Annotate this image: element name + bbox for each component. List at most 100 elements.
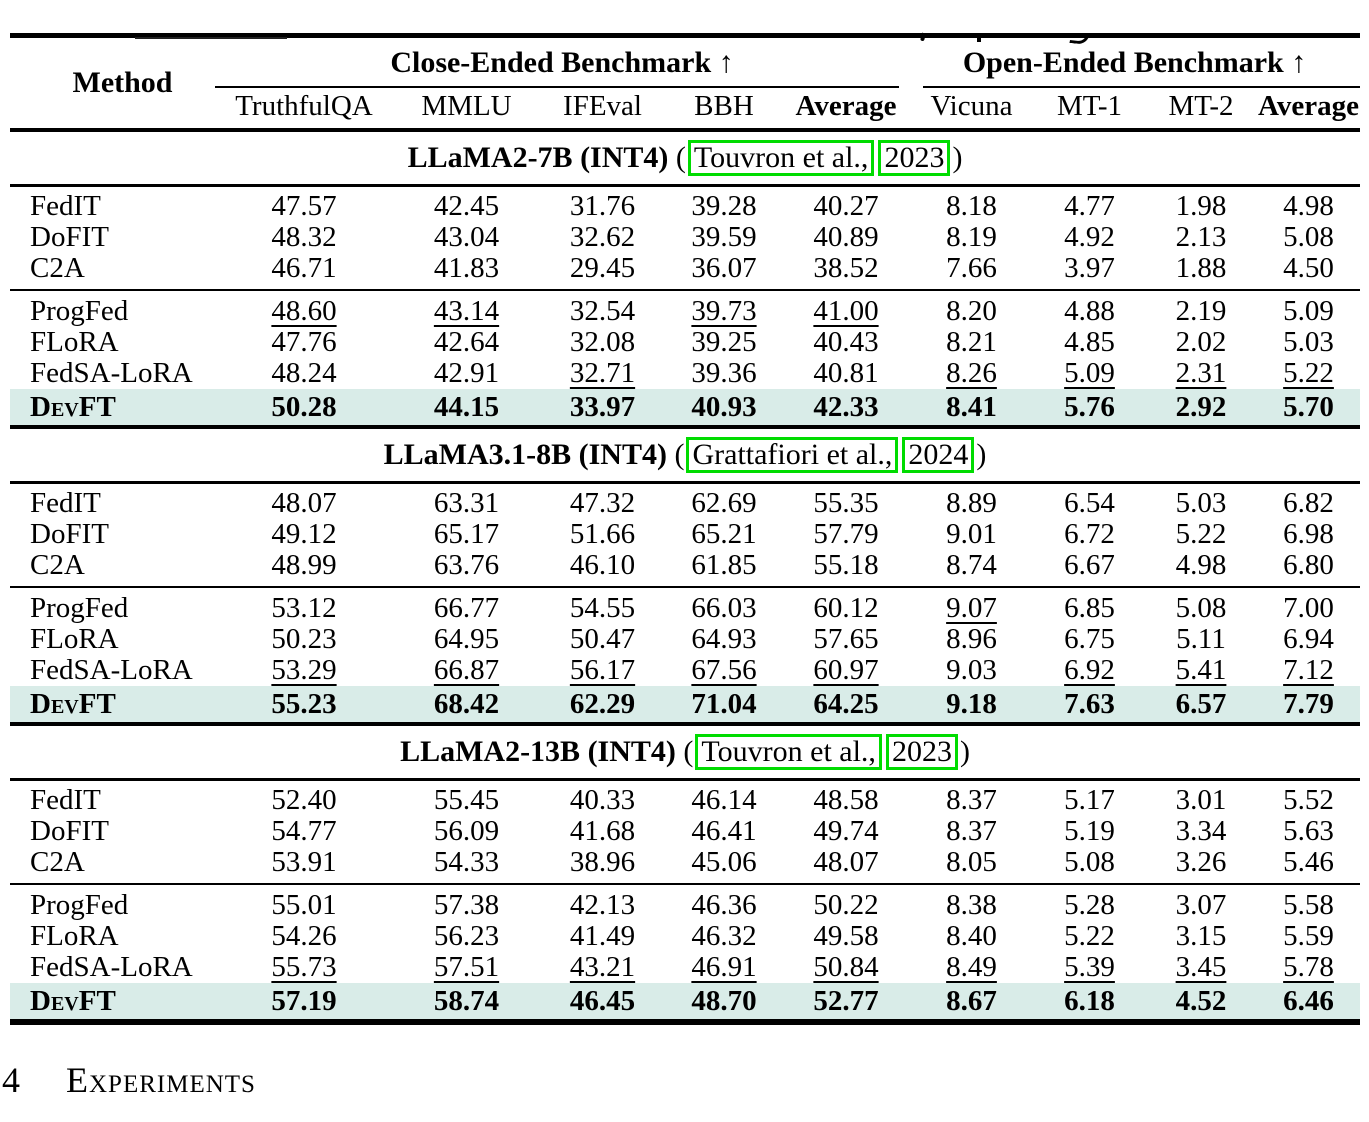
- value-text: 32.71: [569, 357, 636, 389]
- value-text: 32.54: [569, 295, 636, 327]
- method-cell: FedIT: [30, 487, 101, 519]
- value-cell: 8.41: [909, 389, 1034, 427]
- value-text: 41.49: [569, 920, 636, 952]
- value-text: 39.25: [691, 326, 757, 358]
- value-cell: 5.09: [1034, 358, 1145, 389]
- value-cell: 50.23: [215, 624, 393, 655]
- value-text: 4.77: [1064, 190, 1115, 222]
- value-cell: 33.97: [540, 389, 665, 427]
- value-cell: 62.69: [665, 483, 783, 520]
- method-cell: FLoRA: [30, 326, 119, 358]
- method-cell: C2A: [30, 549, 85, 581]
- table-header-group-row: Method Close-Ended Benchmark ↑ Open-Ende…: [10, 36, 1361, 99]
- value-cell: 50.47: [540, 624, 665, 655]
- value-text: 62.69: [691, 487, 757, 519]
- value-text: 5.08: [1175, 592, 1227, 624]
- value-cell: 45.06: [665, 847, 783, 884]
- value-cell: 38.96: [540, 847, 665, 884]
- citation-link-authors[interactable]: Touvron et al.,: [687, 139, 875, 177]
- value-text: 5.58: [1283, 889, 1334, 921]
- value-text: 5.09: [1064, 357, 1115, 389]
- model-name: LLaMA2-13B (INT4): [400, 734, 676, 768]
- col-header-bbh: BBH: [665, 88, 783, 132]
- value-text: 4.92: [1064, 221, 1115, 253]
- section-title-text: Experiments: [66, 1060, 256, 1100]
- value-cell: 42.45: [393, 186, 540, 223]
- value-text: 58.74: [433, 984, 500, 1017]
- value-text: 38.52: [813, 252, 879, 284]
- value-text: 71.04: [691, 687, 757, 720]
- value-cell: 6.92: [1034, 655, 1145, 686]
- value-text: 6.92: [1064, 654, 1115, 686]
- value-cell: 5.08: [1034, 847, 1145, 884]
- value-text: 60.12: [813, 592, 879, 624]
- col-header-average: Average: [1257, 88, 1361, 132]
- col-header-mt-1: MT-1: [1034, 88, 1145, 132]
- value-text: 6.94: [1283, 623, 1334, 655]
- value-cell: 53.12: [215, 586, 393, 624]
- value-text: 56.17: [569, 654, 636, 686]
- value-cell: 66.77: [393, 586, 540, 624]
- value-text: 39.36: [691, 357, 757, 389]
- value-text: 48.24: [271, 357, 337, 389]
- value-text: 29.45: [569, 252, 636, 284]
- value-cell: 48.58: [783, 780, 909, 817]
- value-cell: 4.50: [1257, 253, 1360, 290]
- table-row-fedit: FedIT 52.40 55.45 40.33 46.14 48.58 8.37 5.17 3.…: [10, 780, 1360, 817]
- value-cell: 46.10: [540, 550, 665, 587]
- value-cell: 9.01: [909, 519, 1034, 550]
- value-cell: 66.87: [393, 655, 540, 686]
- value-cell: 3.01: [1145, 780, 1257, 817]
- value-cell: 29.45: [540, 253, 665, 290]
- value-text: 42.45: [433, 190, 500, 222]
- value-text: 40.43: [813, 326, 879, 358]
- method-cell: FLoRA: [30, 920, 119, 952]
- value-text: 48.07: [271, 487, 337, 519]
- value-text: 5.52: [1283, 784, 1334, 816]
- method-cell: DevFT: [10, 686, 215, 724]
- value-text: 55.35: [813, 487, 879, 519]
- method-cell: C2A: [30, 252, 85, 284]
- value-cell: 40.43: [783, 327, 909, 358]
- col-header-mmlu: MMLU: [393, 88, 540, 132]
- value-text: 3.45: [1175, 951, 1227, 983]
- value-text: 43.21: [569, 951, 636, 983]
- value-text: 4.98: [1175, 549, 1227, 581]
- method-cell: ProgFed: [10, 586, 215, 624]
- section-title-row: LLaMA2-13B (INT4) (Touvron et al., 2023): [10, 722, 1361, 781]
- value-cell: 55.73: [215, 952, 393, 983]
- value-text: 8.18: [946, 190, 997, 222]
- value-cell: 64.93: [665, 624, 783, 655]
- value-text: 32.62: [569, 221, 636, 253]
- value-cell: 5.09: [1257, 289, 1361, 327]
- citation-link-year[interactable]: 2024: [902, 436, 975, 474]
- value-cell: 39.36: [665, 358, 783, 389]
- value-cell: 71.04: [665, 686, 783, 724]
- value-cell: 7.79: [1257, 686, 1361, 724]
- value-text: 1.98: [1175, 190, 1227, 222]
- value-cell: 6.67: [1034, 550, 1145, 587]
- value-text: 3.34: [1175, 815, 1227, 847]
- value-text: 3.15: [1175, 920, 1227, 952]
- citation-link-year[interactable]: 2023: [885, 733, 958, 771]
- value-text: 32.08: [569, 326, 636, 358]
- value-text: 5.41: [1175, 654, 1227, 686]
- value-cell: 53.91: [215, 847, 393, 884]
- value-cell: 5.08: [1145, 586, 1257, 624]
- value-text: 49.74: [813, 815, 879, 847]
- value-text: 5.03: [1175, 487, 1227, 519]
- value-text: 2.31: [1175, 357, 1227, 389]
- value-cell: 39.28: [665, 186, 783, 223]
- value-cell: 8.96: [909, 624, 1034, 655]
- citation-link-year[interactable]: 2023: [878, 139, 951, 177]
- value-cell: 6.54: [1034, 483, 1145, 520]
- citation-close-paren: ): [952, 140, 963, 174]
- value-text: 61.85: [691, 549, 757, 581]
- citation-link-authors[interactable]: Grattafiori et al.,: [686, 436, 899, 474]
- value-text: 41.68: [569, 815, 636, 847]
- value-text: 8.37: [946, 784, 997, 816]
- value-text: 57.51: [433, 951, 500, 983]
- value-cell: 58.74: [393, 983, 540, 1022]
- citation-link-authors[interactable]: Touvron et al.,: [695, 733, 882, 771]
- value-text: 5.03: [1283, 326, 1334, 358]
